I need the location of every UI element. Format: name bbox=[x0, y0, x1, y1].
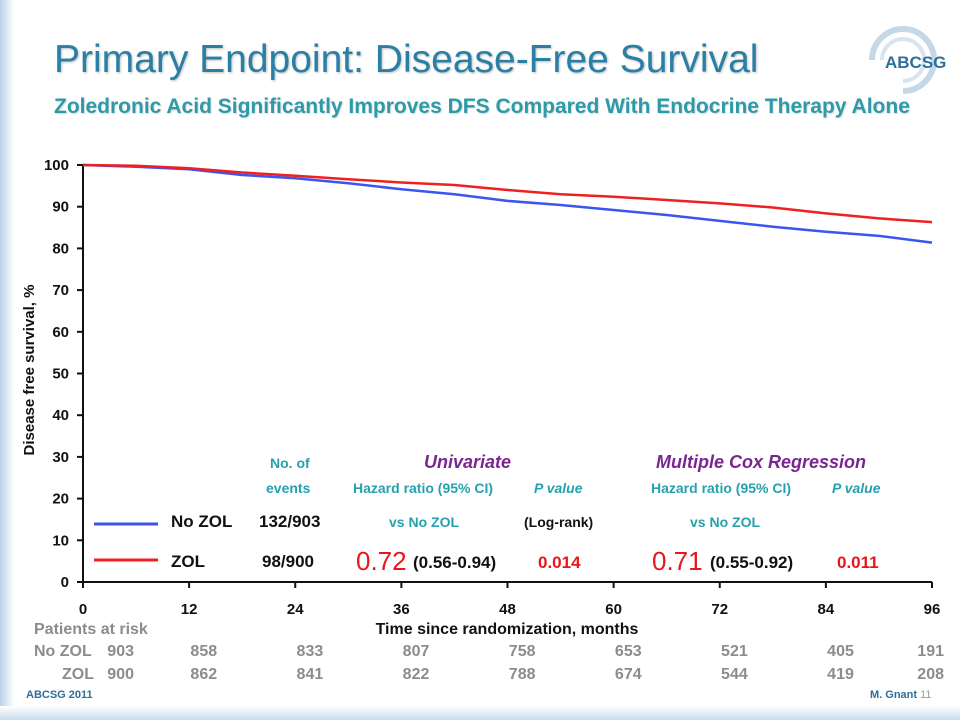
x-tick-label: 0 bbox=[79, 601, 87, 618]
footer-author: M. Gnant 11 bbox=[870, 689, 932, 701]
risk-cell: 841 bbox=[296, 666, 324, 683]
univariate-ci-zol: (0.56-0.94) bbox=[413, 553, 497, 572]
y-tick-label: 50 bbox=[52, 366, 69, 383]
cox-ci-zol: (0.55-0.92) bbox=[710, 553, 794, 572]
events-no-zol: 132/903 bbox=[259, 512, 321, 531]
y-tick-label: 0 bbox=[61, 574, 69, 591]
abcsg-logo-swirl-icon bbox=[869, 26, 937, 94]
footer-author-name: M. Gnant bbox=[870, 689, 918, 701]
row-label-zol: ZOL bbox=[171, 552, 205, 571]
risk-cell: 788 bbox=[508, 666, 536, 683]
risk-cell: 419 bbox=[827, 666, 854, 683]
y-tick-label: 90 bbox=[52, 199, 69, 216]
series-layer bbox=[82, 163, 933, 244]
univariate-p-zol: 0.014 bbox=[538, 553, 581, 572]
cox-hr-header: Hazard ratio (95% CI) bbox=[651, 480, 792, 496]
y-tick-label: 30 bbox=[52, 449, 69, 466]
x-tick-label: 84 bbox=[818, 601, 835, 618]
series-line-no-zol bbox=[82, 163, 933, 244]
footer-source: ABCSG 2011 bbox=[26, 689, 93, 701]
y-tick-label: 100 bbox=[44, 157, 69, 174]
page-number: 11 bbox=[920, 689, 932, 701]
axes: 0 10 20 30 40 50 60 70 80 90 100 0 12 24 36 48 60 72 84 96 bbox=[44, 157, 940, 618]
x-tick-label: 48 bbox=[499, 601, 516, 618]
patients-at-risk-title: Patients at risk bbox=[34, 621, 148, 638]
logo-text: ABCSG bbox=[885, 53, 947, 72]
risk-cell: 191 bbox=[917, 643, 944, 660]
cox-header: Multiple Cox Regression bbox=[656, 452, 867, 472]
risk-cell: 674 bbox=[614, 666, 642, 683]
series-line-zol bbox=[82, 163, 933, 224]
cox-ref-no-zol: vs No ZOL bbox=[690, 514, 761, 530]
x-tick-label: 36 bbox=[393, 601, 410, 618]
slide-title: Primary Endpoint: Disease-Free Survival bbox=[54, 38, 759, 81]
x-tick-label: 96 bbox=[924, 601, 941, 618]
y-tick-label: 20 bbox=[52, 491, 69, 508]
risk-cell: 653 bbox=[614, 643, 642, 660]
risk-cell: 758 bbox=[508, 643, 536, 660]
risk-cell: 862 bbox=[190, 666, 218, 683]
left-decorative-band bbox=[0, 0, 14, 720]
univariate-ref-no-zol: vs No ZOL bbox=[389, 514, 460, 530]
row-label-no-zol: No ZOL bbox=[171, 512, 233, 531]
risk-cell: 208 bbox=[917, 666, 944, 683]
bottom-decorative-band bbox=[0, 706, 960, 720]
x-tick-label: 12 bbox=[181, 601, 198, 618]
risk-cell: 405 bbox=[827, 643, 854, 660]
cox-p-header: P value bbox=[832, 480, 881, 496]
risk-cell: 833 bbox=[296, 643, 324, 660]
events-zol: 98/900 bbox=[262, 552, 314, 571]
y-tick-label: 80 bbox=[52, 240, 69, 257]
risk-cell: 903 bbox=[107, 643, 134, 660]
slide-subtitle: Zoledronic Acid Significantly Improves D… bbox=[54, 95, 910, 118]
y-axis-label: Disease free survival, % bbox=[21, 285, 38, 456]
risk-cell: 900 bbox=[107, 666, 134, 683]
y-tick-label: 10 bbox=[52, 532, 69, 549]
p-note-log-rank: (Log-rank) bbox=[524, 514, 594, 530]
risk-row-label: ZOL bbox=[62, 666, 94, 683]
y-tick-label: 70 bbox=[52, 282, 69, 299]
risk-cell: 807 bbox=[402, 643, 430, 660]
univariate-hr-zol: 0.72 bbox=[356, 546, 407, 576]
events-header-1: No. of bbox=[270, 455, 310, 471]
y-tick-label: 60 bbox=[52, 324, 69, 341]
y-tick-label: 40 bbox=[52, 407, 69, 424]
events-header-2: events bbox=[266, 480, 311, 496]
risk-cell: 521 bbox=[721, 643, 748, 660]
risk-cell: 544 bbox=[721, 666, 748, 683]
cox-hr-zol: 0.71 bbox=[652, 546, 703, 576]
cox-p-zol: 0.011 bbox=[837, 553, 879, 572]
univariate-p-header: P value bbox=[534, 480, 583, 496]
risk-cell: 822 bbox=[402, 666, 430, 683]
x-tick-label: 72 bbox=[711, 601, 728, 618]
univariate-header: Univariate bbox=[424, 452, 512, 472]
univariate-hr-header: Hazard ratio (95% CI) bbox=[353, 480, 494, 496]
risk-row-label: No ZOL bbox=[34, 643, 92, 660]
x-tick-label: 60 bbox=[605, 601, 622, 618]
risk-cell: 858 bbox=[190, 643, 218, 660]
x-axis-label: Time since randomization, months bbox=[376, 621, 639, 638]
x-tick-label: 24 bbox=[287, 601, 304, 618]
